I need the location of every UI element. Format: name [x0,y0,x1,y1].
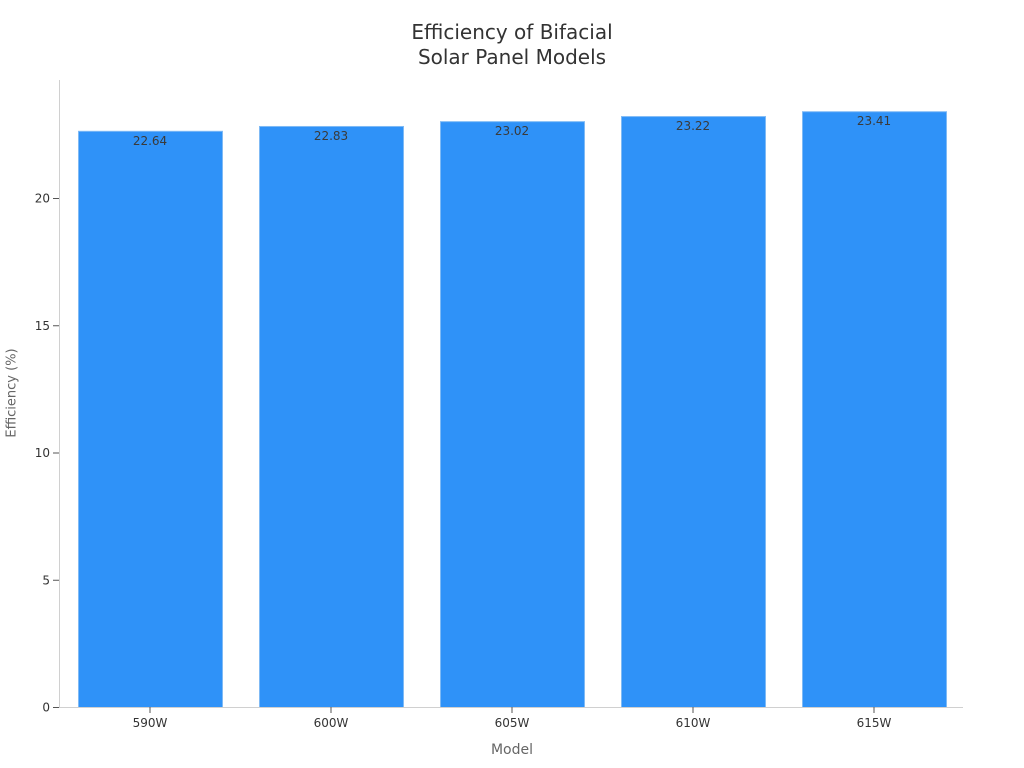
chart-title-line-1: Efficiency of Bifacial [411,20,613,44]
chart-title: Efficiency of Bifacial Solar Panel Model… [0,20,1024,70]
chart-title-line-2: Solar Panel Models [417,45,607,69]
x-tick-label-600W: 600W [314,716,349,730]
bar-610W [621,116,766,708]
bar-590W [78,130,223,708]
data-label-590W: 22.64 [133,134,167,148]
x-tick-label-590W: 590W [133,716,168,730]
x-ticks-group: 590W 600W 605W 610W 615W [133,707,892,730]
data-label-610W: 23.22 [676,119,710,133]
x-axis-label: Model [490,742,534,758]
bar-600W [259,125,404,708]
x-tick-label-605W: 605W [495,716,530,730]
y-tick-label-5: 5 [42,573,50,587]
y-tick-label-15: 15 [35,319,50,333]
data-label-615W: 23.41 [857,114,891,128]
y-axis-label: Efficiency (%) [4,348,20,438]
x-tick-label-615W: 615W [857,716,892,730]
data-label-600W: 22.83 [314,129,348,143]
data-label-605W: 23.02 [495,124,529,138]
bar-615W [802,111,947,708]
data-labels-group: 22.64 22.83 23.02 23.22 23.41 [133,114,891,148]
bar-605W [440,121,585,709]
y-tick-label-20: 20 [35,192,50,206]
y-tick-label-10: 10 [35,446,50,460]
y-tick-label-0: 0 [42,701,50,715]
y-ticks-group: 0 5 10 15 20 [35,192,59,715]
x-tick-label-610W: 610W [676,716,711,730]
bars-group [78,111,947,709]
